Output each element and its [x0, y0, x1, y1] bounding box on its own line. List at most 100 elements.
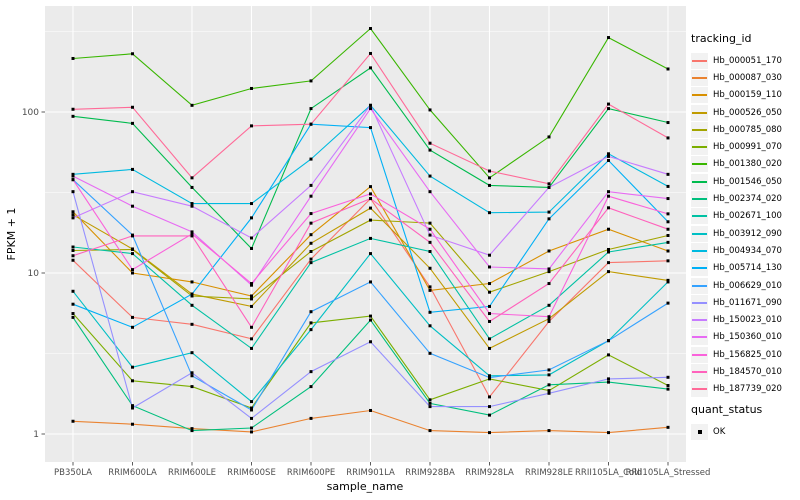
- data-point: [428, 285, 432, 289]
- legend-key-line-icon: [691, 346, 708, 363]
- x-tick-label: RRIM600SE: [227, 468, 276, 478]
- data-point: [428, 266, 432, 270]
- data-point: [488, 405, 491, 409]
- data-point: [428, 233, 432, 237]
- data-point: [607, 158, 610, 162]
- legend-key-line-icon: [691, 363, 708, 380]
- data-point: [547, 383, 551, 387]
- data-point: [369, 103, 372, 107]
- data-point: [428, 351, 432, 355]
- data-point: [607, 102, 610, 106]
- data-point: [190, 232, 194, 236]
- data-point: [71, 56, 75, 60]
- data-point: [71, 254, 75, 258]
- data-point: [309, 122, 313, 126]
- data-point: [309, 257, 313, 261]
- legend-item-label: Hb_005714_130: [713, 263, 782, 274]
- legend-item: Hb_184570_010: [691, 363, 782, 380]
- data-point: [250, 202, 253, 206]
- data-point: [666, 384, 670, 388]
- data-point: [428, 310, 432, 314]
- legend-key-line-icon: [691, 242, 708, 259]
- data-point: [428, 288, 432, 292]
- data-point: [190, 374, 194, 378]
- data-point: [666, 375, 670, 379]
- data-point: [666, 240, 670, 244]
- legend-key-line-icon: [691, 173, 708, 190]
- data-point: [547, 317, 551, 321]
- legend-quant-title: quant_status: [691, 403, 763, 416]
- data-point: [369, 280, 372, 284]
- data-point: [131, 167, 134, 171]
- data-point: [190, 280, 194, 284]
- data-point: [666, 249, 670, 253]
- legend-item-label: Hb_011671_090: [713, 297, 782, 308]
- legend-item: Hb_001546_050: [691, 173, 782, 190]
- legend-item-label: Hb_000051_170: [713, 55, 782, 66]
- data-point: [309, 250, 313, 254]
- y-tick-label: 10: [28, 269, 40, 279]
- data-point: [666, 220, 670, 224]
- data-point: [250, 346, 253, 350]
- legend-item: Hb_150360_010: [691, 329, 782, 346]
- legend-item: Hb_000526_050: [691, 104, 782, 121]
- data-point: [666, 121, 670, 125]
- data-point: [250, 337, 253, 341]
- data-point: [547, 135, 551, 139]
- x-tick-label: PB350LA: [54, 468, 92, 478]
- data-point: [309, 321, 313, 325]
- legend-item: Hb_000087_030: [691, 69, 782, 86]
- legend-item-label: Hb_002374_020: [713, 194, 782, 205]
- legend-item: Hb_150023_010: [691, 311, 782, 329]
- data-point: [607, 353, 610, 357]
- data-point: [488, 282, 491, 286]
- ok-square-icon: [691, 423, 708, 440]
- data-point: [250, 406, 253, 410]
- data-point: [369, 66, 372, 70]
- legend-item-label: OK: [713, 426, 726, 437]
- data-point: [547, 319, 551, 323]
- data-point: [250, 304, 253, 308]
- data-point: [190, 303, 194, 307]
- legend-item: Hb_001380_020: [691, 156, 782, 173]
- x-tick-label: RRII105LA_Cold: [575, 468, 642, 478]
- data-point: [250, 297, 253, 301]
- data-point: [547, 210, 551, 214]
- x-tick-label: RRIM600LE: [168, 468, 216, 478]
- data-point: [607, 194, 610, 198]
- data-point: [250, 216, 253, 220]
- data-point: [488, 337, 491, 341]
- legend-tracking-title: tracking_id: [691, 32, 752, 45]
- data-point: [131, 379, 134, 383]
- data-point: [607, 206, 610, 210]
- legend-item: Hb_002374_020: [691, 190, 782, 208]
- data-point: [71, 213, 75, 217]
- data-point: [250, 325, 253, 329]
- legend-panel: tracking_id Hb_000051_170 Hb_000087_030 Hb…: [691, 0, 800, 500]
- data-point: [428, 227, 432, 231]
- data-point: [190, 322, 194, 326]
- data-point: [428, 108, 432, 112]
- data-point: [369, 126, 372, 130]
- data-point: [131, 234, 134, 238]
- data-point: [666, 387, 670, 391]
- data-point: [309, 310, 313, 314]
- data-point: [666, 233, 670, 237]
- legend-item: Hb_011671_090: [691, 294, 782, 311]
- data-point: [369, 197, 372, 201]
- data-point: [71, 107, 75, 111]
- data-point: [250, 426, 253, 430]
- data-point: [666, 172, 670, 176]
- data-point: [666, 227, 670, 231]
- data-point: [607, 190, 610, 194]
- data-point: [607, 154, 610, 158]
- data-point: [488, 176, 491, 180]
- data-point: [428, 148, 432, 152]
- y-tick-label: 100: [22, 108, 39, 118]
- data-point: [250, 282, 253, 286]
- legend-key-line-icon: [691, 277, 708, 294]
- data-point: [607, 227, 610, 231]
- data-point: [250, 400, 253, 404]
- data-point: [71, 312, 75, 316]
- data-point: [369, 27, 372, 31]
